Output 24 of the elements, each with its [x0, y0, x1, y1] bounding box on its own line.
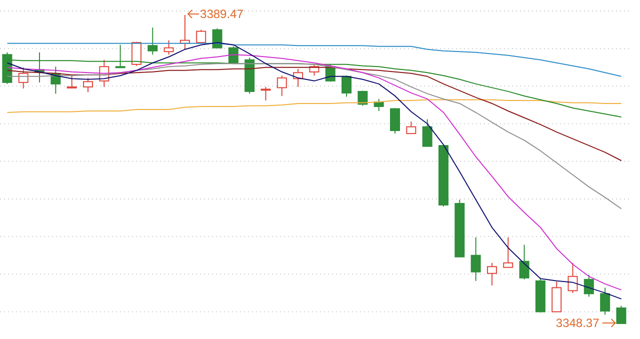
candlestick	[342, 75, 352, 98]
candlestick	[115, 44, 126, 68]
candlestick	[228, 46, 238, 64]
candlestick	[503, 236, 514, 268]
candlestick	[486, 262, 497, 286]
candlestick	[276, 75, 287, 96]
annotation: 3389.47	[200, 6, 244, 21]
candlestick	[616, 305, 626, 324]
candlestick	[584, 274, 594, 298]
candlestick	[66, 74, 77, 88]
candlestick	[164, 40, 174, 56]
candlestick	[260, 86, 271, 101]
candlestick	[148, 27, 158, 56]
candlestick	[519, 244, 530, 280]
candlestick	[470, 236, 481, 282]
candlestick	[390, 107, 400, 134]
candlestick	[358, 90, 368, 106]
candlestick	[82, 77, 93, 93]
candlestick	[406, 121, 416, 134]
annotation: 3348.37	[556, 316, 600, 330]
candlestick	[422, 118, 432, 147]
candlestick	[600, 287, 610, 316]
candlestick	[196, 29, 206, 44]
candlestick	[568, 262, 578, 294]
